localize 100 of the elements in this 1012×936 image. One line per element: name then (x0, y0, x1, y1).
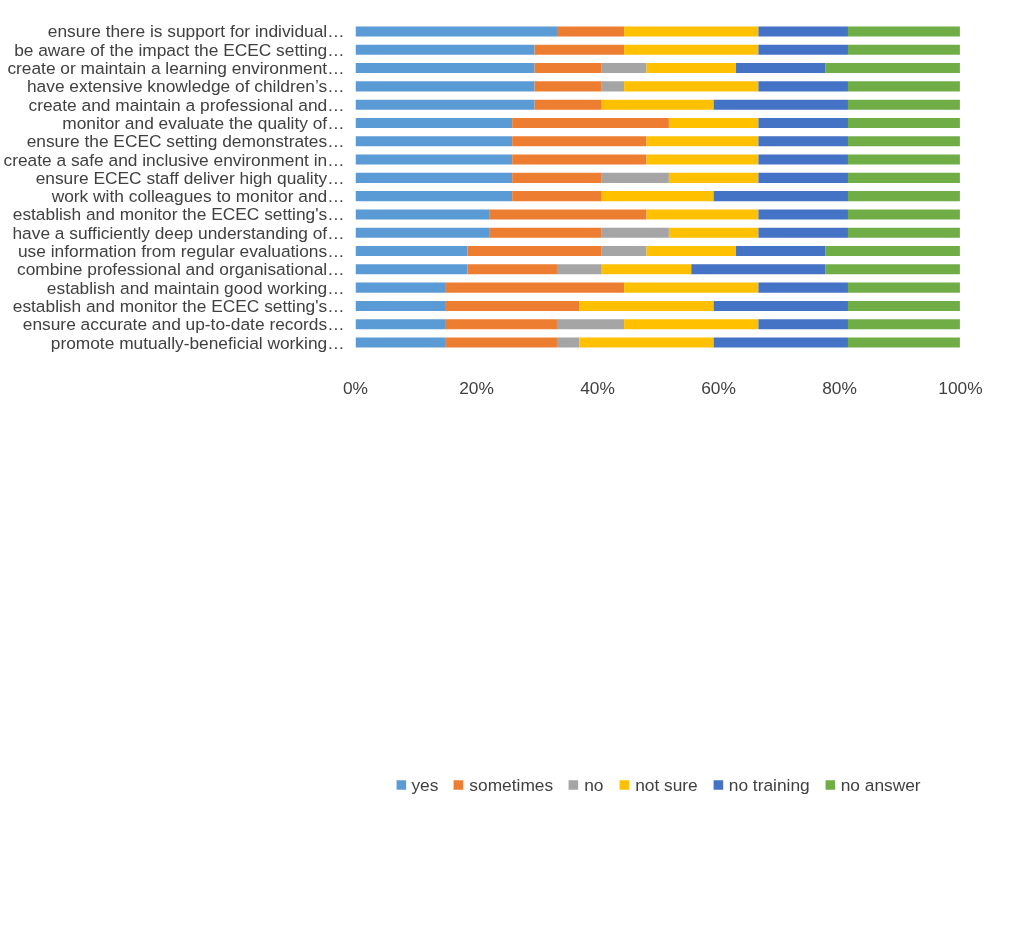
bar (489, 209, 647, 220)
x-tick-label: 0% (342, 377, 369, 398)
bar (847, 81, 960, 92)
bar (668, 172, 759, 183)
bar (736, 63, 826, 74)
x-tick-label: 100% (938, 377, 983, 398)
bar (467, 246, 602, 257)
bar (646, 63, 737, 74)
bar (758, 44, 848, 55)
bar (355, 81, 535, 92)
bar (624, 282, 759, 293)
y-tick-label: ensure ECEC staff deliver high quality… (35, 167, 345, 188)
bar (713, 337, 848, 348)
bar (355, 319, 446, 330)
y-tick-label: create and maintain a professional and… (28, 94, 345, 115)
legend-label: no answer (840, 774, 921, 796)
bar (601, 264, 692, 275)
bar (512, 117, 669, 128)
bar (601, 172, 669, 183)
bar (601, 191, 714, 202)
bar (512, 154, 647, 165)
legend-label: no (584, 774, 605, 796)
bar (601, 227, 669, 238)
bar (646, 136, 759, 147)
bar (601, 81, 625, 92)
bar (512, 172, 602, 183)
y-tick-label: combine professional and organisational… (16, 259, 345, 280)
bar (713, 300, 848, 311)
bar (758, 227, 848, 238)
bar (847, 99, 960, 110)
bar (646, 246, 737, 257)
bar (355, 99, 535, 110)
bar (825, 246, 960, 257)
bar (624, 26, 759, 37)
bar (556, 264, 602, 275)
bar (847, 337, 960, 348)
bar (534, 63, 602, 74)
bar (355, 26, 557, 37)
y-tick-label: have extensive knowledge of children’s… (26, 76, 345, 97)
x-tick-label: 60% (701, 377, 736, 398)
bar (847, 282, 960, 293)
bar (355, 300, 446, 311)
bar (355, 63, 535, 74)
y-tick-label: be aware of the impact the ECEC setting… (14, 39, 345, 60)
bar (579, 337, 714, 348)
bar (556, 337, 580, 348)
y-tick-label: establish and maintain good working… (46, 277, 345, 298)
bar (847, 44, 960, 55)
bar (691, 264, 826, 275)
bar (847, 117, 960, 128)
bar (847, 26, 960, 37)
bar (646, 209, 759, 220)
bar (556, 319, 625, 330)
bar (758, 117, 848, 128)
bar (668, 117, 759, 128)
x-tick-label: 20% (459, 377, 494, 398)
bar (355, 154, 513, 165)
bar (467, 264, 557, 275)
bar (624, 319, 759, 330)
bar (758, 282, 848, 293)
bar (355, 264, 468, 275)
bar (847, 136, 960, 147)
bar (668, 227, 759, 238)
bar (646, 154, 759, 165)
bar (758, 319, 848, 330)
y-tick-label: promote mutually-beneficial working… (50, 332, 345, 353)
bar (579, 300, 714, 311)
bar (624, 81, 759, 92)
y-tick-label: use information from regular evaluations… (18, 241, 345, 262)
bar (355, 191, 513, 202)
y-tick-label: have a sufficiently deep understanding of… (12, 222, 345, 243)
legend-label: yes (411, 774, 439, 796)
bar (355, 246, 468, 257)
bar (445, 337, 557, 348)
bar (601, 99, 714, 110)
bar (445, 300, 580, 311)
y-tick-label: create a safe and inclusive environment in… (3, 149, 345, 170)
bar (512, 136, 647, 147)
legend-label: sometimes (469, 774, 554, 796)
bar (825, 63, 960, 74)
bar (355, 136, 513, 147)
bar (556, 26, 625, 37)
y-tick-label: ensure accurate and up-to-date records… (22, 314, 345, 335)
bar (445, 282, 625, 293)
bar (847, 300, 960, 311)
bar (825, 264, 960, 275)
y-tick-label: create or maintain a learning environment… (7, 58, 345, 79)
bar (355, 172, 513, 183)
bar (355, 282, 446, 293)
bar (489, 227, 602, 238)
bar (601, 246, 647, 257)
bar (758, 136, 848, 147)
y-tick-label: work with colleagues to monitor and… (50, 186, 345, 207)
y-tick-label: establish and monitor the ECEC setting's… (12, 204, 345, 225)
bar (847, 172, 960, 183)
bar (355, 44, 535, 55)
bar (758, 154, 848, 165)
bar (713, 99, 848, 110)
bar (534, 44, 625, 55)
x-tick-label: 80% (822, 377, 857, 398)
